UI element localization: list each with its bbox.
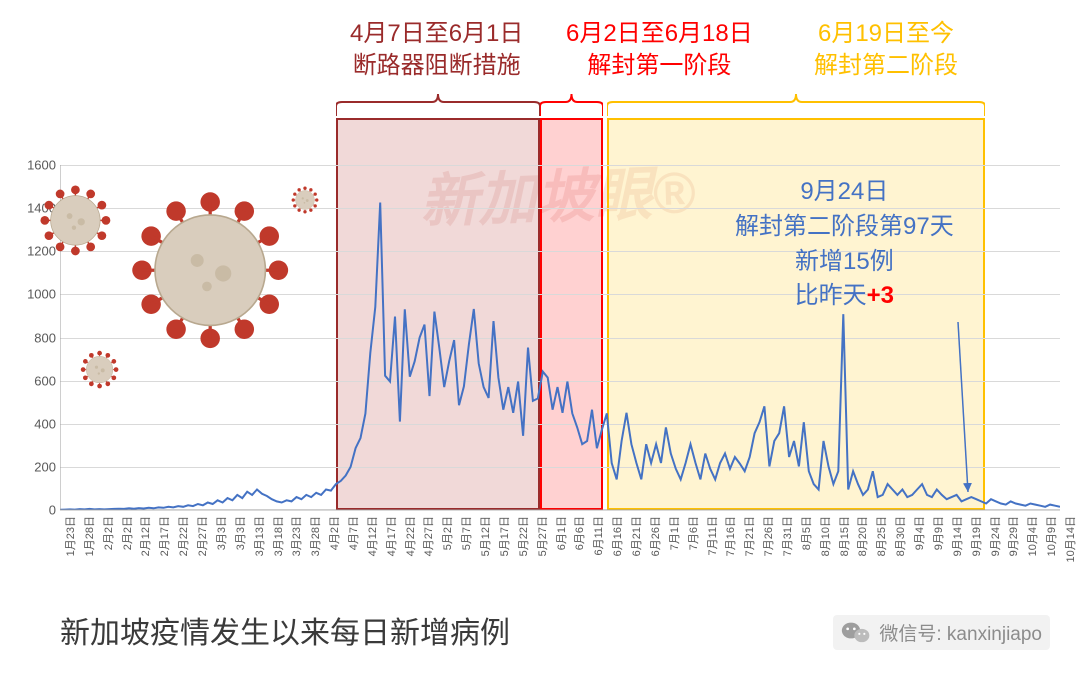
x-tick: 2月2日 (119, 516, 135, 550)
y-tick: 200 (20, 459, 56, 474)
phase-label-phase3: 6月19日至今解封第二阶段 (814, 18, 958, 83)
x-tick: 8月15日 (836, 516, 852, 556)
x-tick: 9月14日 (949, 516, 965, 556)
callout-delta-line: 比昨天+3 (735, 279, 954, 314)
x-tick: 6月1日 (553, 516, 569, 550)
x-tick: 9月24日 (987, 516, 1003, 556)
y-tick: 400 (20, 416, 56, 431)
x-tick: 2月17日 (156, 516, 172, 556)
x-tick: 8月5日 (798, 516, 814, 550)
x-tick: 4月27日 (420, 516, 436, 556)
x-tick: 2月12日 (137, 516, 153, 556)
x-tick: 6月21日 (628, 516, 644, 556)
x-tick: 7月21日 (741, 516, 757, 556)
x-tick: 9月19日 (968, 516, 984, 556)
x-tick: 6月6日 (571, 516, 587, 550)
phase-bracket-phase2 (540, 94, 603, 116)
x-tick: 3月3日 (213, 516, 229, 550)
x-tick: 5月27日 (534, 516, 550, 556)
x-tick: 3月18日 (270, 516, 286, 556)
x-tick: 5月17日 (496, 516, 512, 556)
callout-delta-value: +3 (867, 282, 894, 309)
y-tick: 1200 (20, 244, 56, 259)
wechat-icon (841, 620, 871, 646)
wechat-label: 微信号: kanxinjiapo (879, 619, 1042, 646)
y-tick: 1600 (20, 158, 56, 173)
callout-phase: 解封第二阶段第97天 (735, 210, 954, 245)
x-tick: 3月23日 (288, 516, 304, 556)
x-tick: 4月2日 (326, 516, 342, 550)
x-tick: 3月3日 (232, 516, 248, 550)
phase-bracket-phase3 (607, 94, 985, 116)
x-tick: 7月31日 (779, 516, 795, 556)
y-tick: 0 (20, 503, 56, 518)
x-tick: 2月2日 (100, 516, 116, 550)
callout-date: 9月24日 (735, 175, 954, 210)
x-tick: 10月9日 (1043, 516, 1059, 556)
x-tick: 7月6日 (685, 516, 701, 550)
x-tick: 5月12日 (477, 516, 493, 556)
x-tick: 6月26日 (647, 516, 663, 556)
y-tick: 800 (20, 330, 56, 345)
x-tick: 1月28日 (81, 516, 97, 556)
x-tick: 10月4日 (1024, 516, 1040, 556)
x-tick: 8月25日 (873, 516, 889, 556)
x-tick: 7月1日 (666, 516, 682, 550)
x-tick: 4月17日 (383, 516, 399, 556)
x-tick: 2月22日 (175, 516, 191, 556)
x-tick: 7月16日 (722, 516, 738, 556)
x-tick: 5月22日 (515, 516, 531, 556)
x-tick: 1月23日 (62, 516, 78, 556)
phase-label-phase1: 4月7日至6月1日断路器阻断措施 (350, 18, 523, 83)
x-tick: 7月11日 (704, 516, 720, 556)
y-tick: 600 (20, 373, 56, 388)
x-tick: 3月13日 (251, 516, 267, 556)
x-tick: 9月4日 (911, 516, 927, 550)
x-tick: 3月28日 (307, 516, 323, 556)
x-tick: 8月10日 (817, 516, 833, 556)
callout-new: 新增15例 (735, 245, 954, 280)
phase-label-phase2: 6月2日至6月18日解封第一阶段 (566, 18, 753, 83)
y-axis: 02004006008001000120014001600 (20, 165, 60, 510)
chart-title: 新加坡疫情发生以来每日新增病例 (60, 608, 510, 652)
y-tick: 1400 (20, 201, 56, 216)
callout-delta-prefix: 比昨天 (795, 282, 867, 309)
y-tick: 1000 (20, 287, 56, 302)
latest-data-callout: 9月24日 解封第二阶段第97天 新增15例 比昨天+3 (735, 175, 954, 314)
x-tick: 4月7日 (345, 516, 361, 550)
x-tick: 7月26日 (760, 516, 776, 556)
x-tick: 8月30日 (892, 516, 908, 556)
x-tick: 6月11日 (590, 516, 606, 556)
x-tick: 5月7日 (458, 516, 474, 550)
x-tick: 2月27日 (194, 516, 210, 556)
x-tick: 9月9日 (930, 516, 946, 550)
x-tick: 8月20日 (854, 516, 870, 556)
wechat-credit: 微信号: kanxinjiapo (833, 615, 1050, 650)
x-axis-labels: 1月23日1月28日2月2日2月2日2月12日2月17日2月22日2月27日3月… (60, 512, 1060, 592)
x-tick: 4月12日 (364, 516, 380, 556)
x-tick: 4月22日 (402, 516, 418, 556)
x-tick: 10月14日 (1062, 516, 1078, 562)
x-tick: 5月2日 (439, 516, 455, 550)
x-tick: 9月29日 (1005, 516, 1021, 556)
phase-bracket-phase1 (336, 94, 540, 116)
x-tick: 6月16日 (609, 516, 625, 556)
